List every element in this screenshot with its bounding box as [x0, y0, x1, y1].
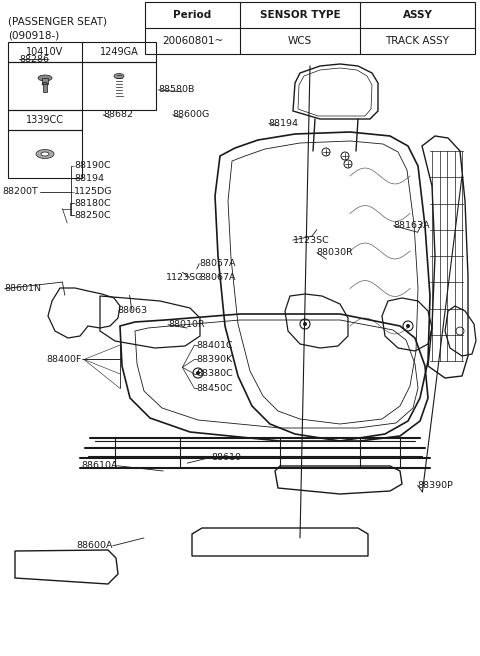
- Text: 88163A: 88163A: [394, 221, 430, 230]
- Text: ASSY: ASSY: [403, 10, 432, 20]
- Text: 88600A: 88600A: [76, 541, 113, 550]
- Bar: [145, 2, 475, 54]
- Text: TRACK ASSY: TRACK ASSY: [385, 36, 449, 46]
- Text: 88200T: 88200T: [2, 187, 38, 196]
- Text: 88401C: 88401C: [197, 340, 233, 350]
- Text: 88286: 88286: [19, 54, 49, 64]
- Text: 88400F: 88400F: [46, 355, 82, 364]
- Ellipse shape: [36, 150, 54, 159]
- Bar: [8, 42, 156, 62]
- Ellipse shape: [41, 152, 49, 156]
- Text: 88390P: 88390P: [418, 481, 454, 490]
- Circle shape: [406, 324, 410, 328]
- Text: 88610A: 88610A: [81, 461, 118, 470]
- Text: 88610: 88610: [211, 453, 241, 462]
- Circle shape: [303, 322, 307, 326]
- Text: 88194: 88194: [74, 174, 105, 183]
- Text: 20060801~: 20060801~: [162, 36, 223, 46]
- Text: SENSOR TYPE: SENSOR TYPE: [260, 10, 340, 20]
- Text: 88450C: 88450C: [197, 384, 233, 393]
- Ellipse shape: [114, 73, 124, 79]
- Text: 1339CC: 1339CC: [26, 115, 64, 125]
- Text: (090918-): (090918-): [8, 30, 59, 40]
- Text: 88067A: 88067A: [199, 273, 236, 282]
- Text: 88580B: 88580B: [158, 85, 195, 94]
- Text: 88390K: 88390K: [197, 355, 233, 364]
- Text: Period: Period: [173, 10, 212, 20]
- Text: 88063: 88063: [118, 306, 148, 316]
- Text: 10410V: 10410V: [26, 47, 64, 57]
- Text: WCS: WCS: [288, 36, 312, 46]
- Bar: [8, 62, 156, 110]
- Text: 88010R: 88010R: [168, 320, 204, 329]
- Bar: [43, 84, 47, 92]
- Bar: [8, 130, 82, 178]
- Text: 88190C: 88190C: [74, 161, 111, 171]
- Text: 1125DG: 1125DG: [74, 187, 113, 196]
- Text: 88057A: 88057A: [199, 259, 236, 268]
- Text: 88180C: 88180C: [74, 199, 111, 208]
- Text: 88682: 88682: [103, 110, 133, 119]
- Text: 88250C: 88250C: [74, 211, 111, 220]
- Text: 88194: 88194: [269, 119, 299, 128]
- Bar: [8, 110, 82, 130]
- Text: 88030R: 88030R: [317, 248, 354, 257]
- Text: 1249GA: 1249GA: [100, 47, 138, 57]
- Text: 88380C: 88380C: [197, 369, 234, 379]
- Text: 1123SC: 1123SC: [293, 236, 330, 245]
- Text: 88600G: 88600G: [173, 110, 210, 119]
- Circle shape: [196, 371, 200, 375]
- Text: 1123SC: 1123SC: [166, 273, 203, 282]
- Text: 88601N: 88601N: [5, 284, 42, 293]
- Ellipse shape: [38, 75, 52, 81]
- Text: (PASSENGER SEAT): (PASSENGER SEAT): [8, 16, 107, 26]
- Bar: [42, 78, 48, 84]
- Ellipse shape: [42, 83, 48, 85]
